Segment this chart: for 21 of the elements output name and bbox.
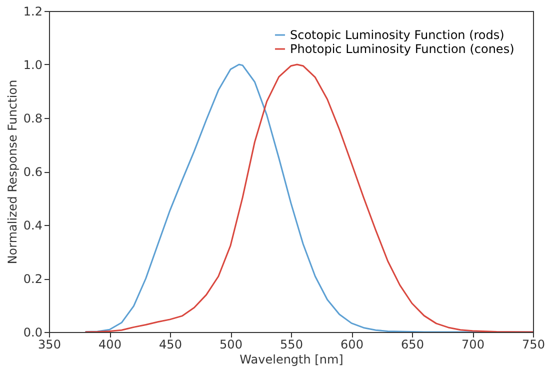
y-tick-label: 1.0 (23, 58, 42, 72)
x-tick-label: 500 (220, 338, 242, 352)
y-tick-label: 0.8 (23, 112, 42, 126)
y-axis-title: Normalized Response Function (5, 80, 20, 264)
y-tick-label: 0.6 (23, 165, 42, 179)
y-tick-label: 0.4 (23, 218, 42, 232)
y-tick-label: 0.0 (23, 326, 42, 340)
x-tick-label: 350 (38, 338, 61, 352)
y-tick-label: 1.2 (23, 4, 42, 18)
x-tick-label: 750 (522, 338, 545, 352)
line-series (84, 64, 533, 332)
x-tick-label: 600 (340, 338, 364, 352)
legend-label: Scotopic Luminosity Function (rods) (290, 28, 504, 42)
x-tick-label: 550 (280, 338, 303, 352)
x-axis-title: Wavelength [nm] (240, 352, 344, 366)
x-tick-label: 450 (159, 338, 182, 352)
x-tick-label: 400 (98, 338, 122, 352)
y-tick-label: 0.2 (23, 272, 42, 286)
x-tick-label: 700 (462, 338, 484, 352)
legend-label: Photopic Luminosity Function (cones) (290, 42, 514, 56)
x-tick-label: 650 (401, 338, 424, 352)
